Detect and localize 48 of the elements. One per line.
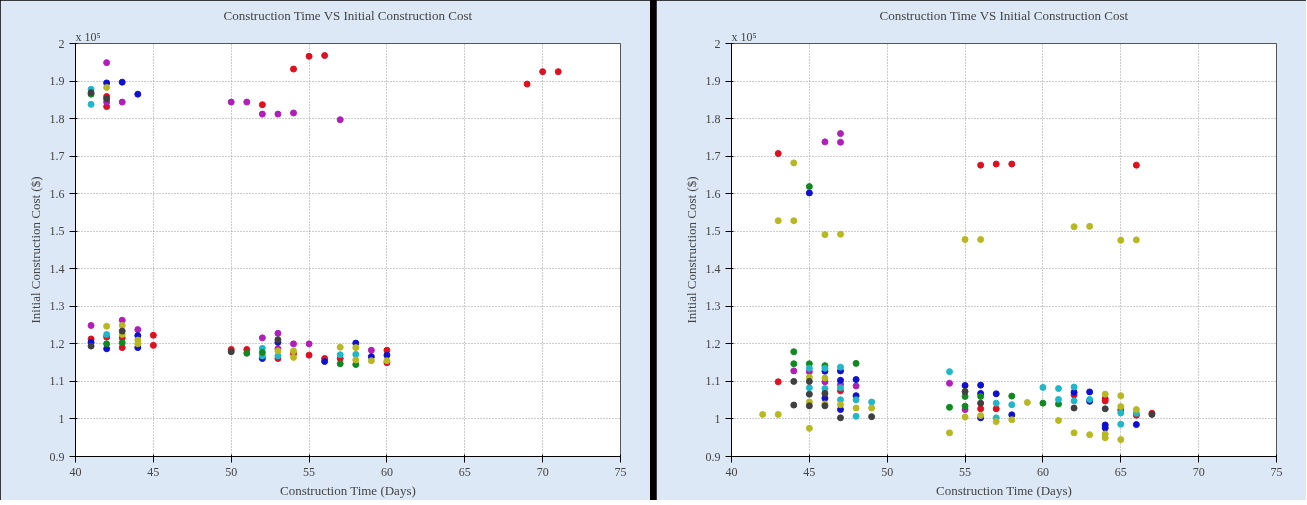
- y-tick-label: 1.6: [705, 186, 721, 201]
- y-tick-label: 1: [714, 411, 721, 426]
- x-tick-label: 50: [881, 464, 894, 479]
- x-axis-title: Construction Time (Days): [935, 482, 1072, 498]
- y-tick-label: 1.5: [49, 224, 65, 239]
- y-tick-label: 1.3: [49, 299, 65, 314]
- x-tick-label: 40: [725, 464, 738, 479]
- y-tick-label: 1.6: [49, 186, 65, 201]
- x-tick-label: 75: [1270, 464, 1283, 479]
- y-tick-label: 1: [58, 411, 65, 426]
- x-axis-title: Construction Time (Days): [279, 482, 416, 498]
- y-tick-label: 0.9: [49, 449, 65, 464]
- x-tick-label: 70: [536, 464, 549, 479]
- y-tick-label: 1.3: [705, 299, 721, 314]
- y-tick-label: 1.1: [705, 374, 721, 389]
- y-tick-label: 0.9: [705, 449, 721, 464]
- text: x 10⁵: [75, 29, 101, 44]
- chart-title: Construction Time VS Initial Construction Cost: [223, 7, 473, 23]
- y-tick-label: 1.9: [705, 74, 721, 89]
- y-tick-label: 1.1: [49, 374, 65, 389]
- x-tick-label: 50: [225, 464, 238, 479]
- y-tick-label: 1.5: [705, 224, 721, 239]
- chart-title: Construction Time VS Initial Construction Cost: [879, 7, 1129, 23]
- x-tick-label: 60: [1036, 464, 1049, 479]
- x-tick-label: 40: [69, 464, 82, 479]
- x-tick-label: 60: [380, 464, 393, 479]
- x-tick-label: 55: [303, 464, 316, 479]
- y-tick-label: 1.2: [705, 336, 721, 351]
- x-tick-label: 45: [803, 464, 816, 479]
- x-tick-label: 65: [1114, 464, 1127, 479]
- y-tick-label: 1.2: [49, 336, 65, 351]
- y-tick-label: 1.8: [705, 111, 721, 126]
- x-tick-label: 55: [959, 464, 972, 479]
- text: x 10⁵: [731, 29, 757, 44]
- y-axis-title: Initial Construction Cost ($): [683, 176, 699, 324]
- x-tick-label: 75: [614, 464, 627, 479]
- x-tick-label: 45: [147, 464, 160, 479]
- y-tick-label: 1.9: [49, 74, 65, 89]
- y-tick-label: 2: [714, 36, 721, 51]
- y-tick-label: 1.4: [705, 261, 721, 276]
- x-tick-label: 65: [458, 464, 471, 479]
- y-tick-label: 1.8: [49, 111, 65, 126]
- y-tick-label: 1.4: [49, 261, 65, 276]
- y-tick-label: 1.7: [49, 149, 65, 164]
- y-tick-label: 2: [58, 36, 65, 51]
- y-tick-label: 1.7: [705, 149, 721, 164]
- y-axis-title: Initial Construction Cost ($): [27, 176, 43, 324]
- x-tick-label: 70: [1192, 464, 1205, 479]
